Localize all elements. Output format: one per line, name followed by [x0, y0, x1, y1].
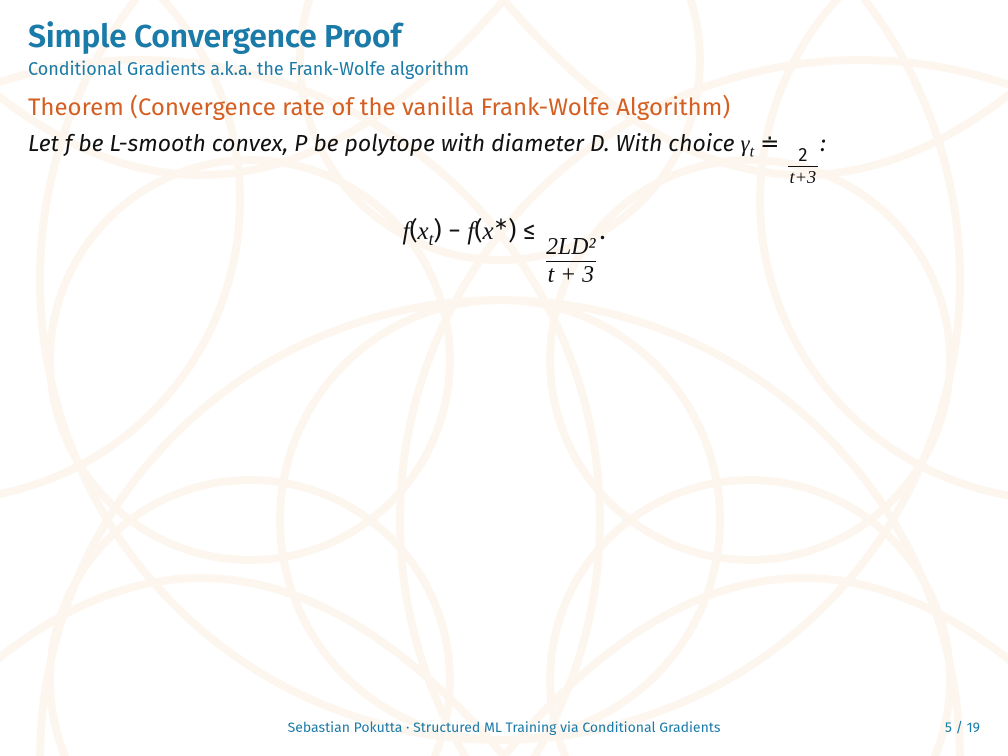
theorem-statement: Let f be L-smooth convex, P be polytope … — [28, 128, 980, 188]
stepsize-numerator: 2 — [796, 146, 809, 166]
defeq-symbol: ≐ — [754, 130, 785, 158]
eq-leq: ≤ — [516, 216, 542, 246]
gamma-symbol: γ — [740, 131, 749, 156]
bound-denominator: t + 3 — [546, 261, 596, 288]
eq-x2: x — [482, 218, 493, 245]
eq-star: ∗ — [494, 213, 509, 234]
eq-open1: ( — [409, 216, 417, 246]
eq-close1: ) — [434, 216, 442, 246]
theorem-title: Theorem (Convergence rate of the vanilla… — [28, 94, 980, 122]
page-current: 5 — [945, 719, 952, 736]
eq-period: . — [599, 216, 605, 246]
theorem-lead: Let f be L-smooth convex, P be polytope … — [28, 130, 740, 158]
page-separator: / — [952, 719, 967, 736]
bound-numerator: 2LD² — [544, 235, 597, 261]
footer-text: Sebastian Pokutta · Structured ML Traini… — [0, 719, 1008, 736]
eq-x1: x — [418, 218, 429, 245]
stepsize-denominator: t+3 — [788, 166, 819, 187]
page-number: 5 / 19 — [945, 719, 980, 736]
theorem-colon: : — [820, 130, 826, 158]
slide-subtitle: Conditional Gradients a.k.a. the Frank-W… — [28, 58, 980, 80]
bound-fraction: 2LD²t + 3 — [544, 235, 597, 288]
slide-title: Simple Convergence Proof — [28, 18, 980, 56]
eq-minus: − — [442, 216, 468, 246]
display-equation: f(xt) − f(x∗) ≤ 2LD²t + 3. — [28, 216, 980, 288]
page-total: 19 — [967, 719, 980, 736]
stepsize-fraction: 2t+3 — [788, 146, 819, 188]
